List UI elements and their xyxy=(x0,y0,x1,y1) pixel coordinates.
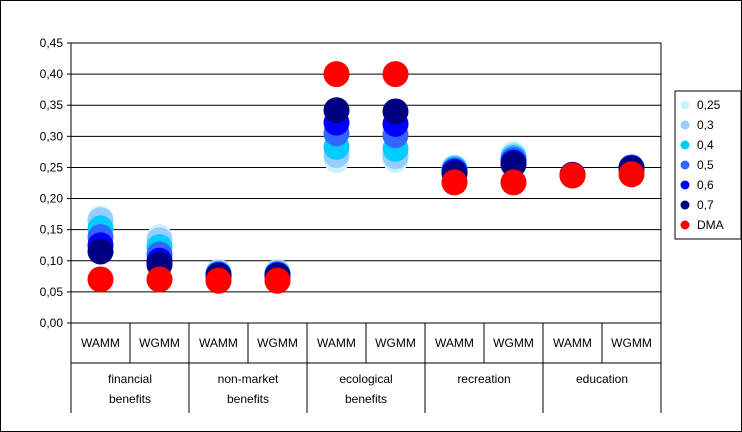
category-label: WGMM xyxy=(139,336,180,350)
category-label: WAMM xyxy=(553,336,592,350)
data-point xyxy=(500,169,527,196)
legend-label: 0,5 xyxy=(697,158,714,172)
y-tick-label: 0,30 xyxy=(40,129,64,143)
y-tick-label: 0,00 xyxy=(40,316,64,330)
category-label: WAMM xyxy=(435,336,474,350)
legend-label: 0,25 xyxy=(697,98,721,112)
data-point xyxy=(87,238,114,265)
legend-label: 0,7 xyxy=(697,198,714,212)
y-tick-label: 0,25 xyxy=(40,160,64,174)
legend-label: 0,3 xyxy=(697,118,714,132)
data-point xyxy=(264,267,291,294)
y-tick-label: 0,10 xyxy=(40,254,64,268)
y-tick-label: 0,35 xyxy=(40,98,64,112)
legend-marker xyxy=(680,200,690,210)
data-point xyxy=(323,61,350,88)
y-tick-label: 0,45 xyxy=(40,36,64,50)
group-label: education xyxy=(576,372,628,386)
group-label: financial xyxy=(108,372,152,386)
data-point xyxy=(87,266,114,293)
legend-marker xyxy=(680,140,690,150)
legend-label: 0,6 xyxy=(697,178,714,192)
data-point xyxy=(205,267,232,294)
legend-label: 0,4 xyxy=(697,138,714,152)
group-label: benefits xyxy=(227,392,269,406)
group-label: benefits xyxy=(345,392,387,406)
y-tick-label: 0,05 xyxy=(40,285,64,299)
legend-marker xyxy=(680,120,690,130)
data-point xyxy=(146,266,173,293)
legend-marker xyxy=(680,180,690,190)
y-tick-label: 0,40 xyxy=(40,67,64,81)
category-label: WGMM xyxy=(257,336,298,350)
data-point xyxy=(618,161,645,188)
group-label: benefits xyxy=(109,392,151,406)
legend-marker xyxy=(680,220,690,230)
legend-marker xyxy=(680,100,690,110)
data-point xyxy=(441,169,468,196)
category-label: WAMM xyxy=(81,336,120,350)
data-point xyxy=(559,162,586,189)
y-tick-label: 0,20 xyxy=(40,192,64,206)
group-label: recreation xyxy=(457,372,510,386)
data-point xyxy=(323,97,350,124)
category-label: WGMM xyxy=(611,336,652,350)
group-label: ecological xyxy=(339,372,392,386)
category-label: WAMM xyxy=(199,336,238,350)
category-label: WAMM xyxy=(317,336,356,350)
group-label: non-market xyxy=(218,372,279,386)
data-point xyxy=(382,98,409,125)
legend-label: DMA xyxy=(697,218,724,232)
y-tick-label: 0,15 xyxy=(40,223,64,237)
legend-marker xyxy=(680,160,690,170)
data-point xyxy=(500,151,527,178)
data-point xyxy=(382,61,409,88)
category-label: WGMM xyxy=(493,336,534,350)
category-label: WGMM xyxy=(375,336,416,350)
